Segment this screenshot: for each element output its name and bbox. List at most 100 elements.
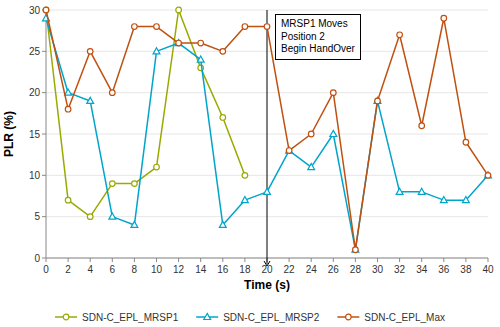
x-tick-label: 40 [482,264,494,275]
series-marker [87,49,93,55]
series-marker [65,106,71,112]
x-tick [222,258,223,262]
x-tick [46,258,47,262]
legend-swatch-marker [204,313,211,319]
axes: 0510152025300246810121416182022242628303… [29,5,494,276]
series-line [46,18,488,249]
x-tick [421,258,422,262]
series-marker [154,24,160,30]
series-marker [418,188,425,194]
x-tick-label: 28 [350,264,362,275]
y-tick [42,216,46,217]
x-tick-label: 26 [328,264,340,275]
series-marker [87,97,94,103]
x-tick [333,258,334,262]
chart: 0510152025300246810121416182022242628303… [0,0,500,327]
series-marker [176,40,182,46]
x-tick [399,258,400,262]
series-marker [65,89,72,95]
x-tick-label: 36 [438,264,450,275]
series-marker [485,173,491,179]
series-marker [330,130,337,136]
x-tick-label: 18 [239,264,251,275]
x-tick [156,258,157,262]
y-tick-label: 10 [29,170,41,181]
x-tick-label: 30 [372,264,384,275]
series-marker [87,214,93,220]
y-tick-label: 0 [34,253,40,264]
series-marker [397,32,403,38]
y-tick [42,134,46,135]
y-tick-label: 30 [29,5,41,16]
series-marker [374,97,381,103]
x-tick [488,258,489,262]
x-tick-label: 32 [394,264,406,275]
x-tick [377,258,378,262]
annotation: MRSP1 Moves Position 2 Begin HandOver [275,14,361,60]
x-tick [355,258,356,262]
series-marker [132,181,138,187]
x-tick-label: 22 [284,264,296,275]
y-tick [42,92,46,93]
annotation-arrow [264,261,270,266]
series-marker [264,24,270,30]
series-marker [242,24,248,30]
series-marker [176,7,182,13]
x-tick-label: 14 [195,264,207,275]
series-marker [197,56,204,62]
series-marker [131,221,138,227]
legend-swatch-marker [346,314,352,320]
y-tick [42,175,46,176]
x-tick [68,258,69,262]
series-marker [219,221,226,227]
x-tick [311,258,312,262]
series-marker [375,98,381,104]
x-tick-label: 16 [217,264,229,275]
annotation-line [267,10,268,264]
series-marker [419,123,425,129]
series-marker [264,188,271,194]
y-tick [42,51,46,52]
series-marker [110,90,116,96]
y-tick-label: 20 [29,87,41,98]
x-tick-label: 0 [43,264,49,275]
series-marker [110,181,116,187]
x-tick [443,258,444,262]
x-tick [178,258,179,262]
legend-item: SDN-C_EPL_MRSP1 [55,312,179,323]
x-tick-label: 34 [416,264,428,275]
legend: SDN-C_EPL_MRSP1 SDN-C_EPL_MRSP2 SDN-C_EPL_… [55,312,445,323]
series-line [46,10,488,250]
x-tick [244,258,245,262]
series-marker [241,197,248,203]
legend-item: SDN-C_EPL_Max [337,312,445,323]
annotation-group [264,10,270,266]
legend-item: SDN-C_EPL_MRSP2 [196,312,320,323]
series-marker [331,90,337,96]
y-axis-line [46,10,47,258]
series-marker [353,247,359,253]
series-marker [242,173,248,179]
series-marker [441,15,447,21]
x-tick-label: 2 [65,264,71,275]
x-tick-label: 4 [87,264,93,275]
x-tick-label: 8 [132,264,138,275]
legend-label: SDN-C_EPL_MRSP1 [82,312,179,323]
y-tick-label: 5 [34,211,40,222]
chart-container: {"chart_data": { "type": "line", "x_labe… [0,0,500,327]
x-tick [90,258,91,262]
y-tick-label: 25 [29,46,41,57]
legend-swatch-marker [63,314,69,320]
series-marker [65,197,71,203]
series-marker [220,115,226,121]
series-marker [220,49,226,55]
x-tick [134,258,135,262]
series-marker [463,139,469,145]
plot-data [43,7,492,252]
series-marker [43,7,49,13]
series-marker [154,164,160,170]
series-marker [462,197,469,203]
series-marker [308,163,315,169]
y-axis-label: PLR (%) [2,111,16,157]
x-tick-label: 38 [460,264,472,275]
